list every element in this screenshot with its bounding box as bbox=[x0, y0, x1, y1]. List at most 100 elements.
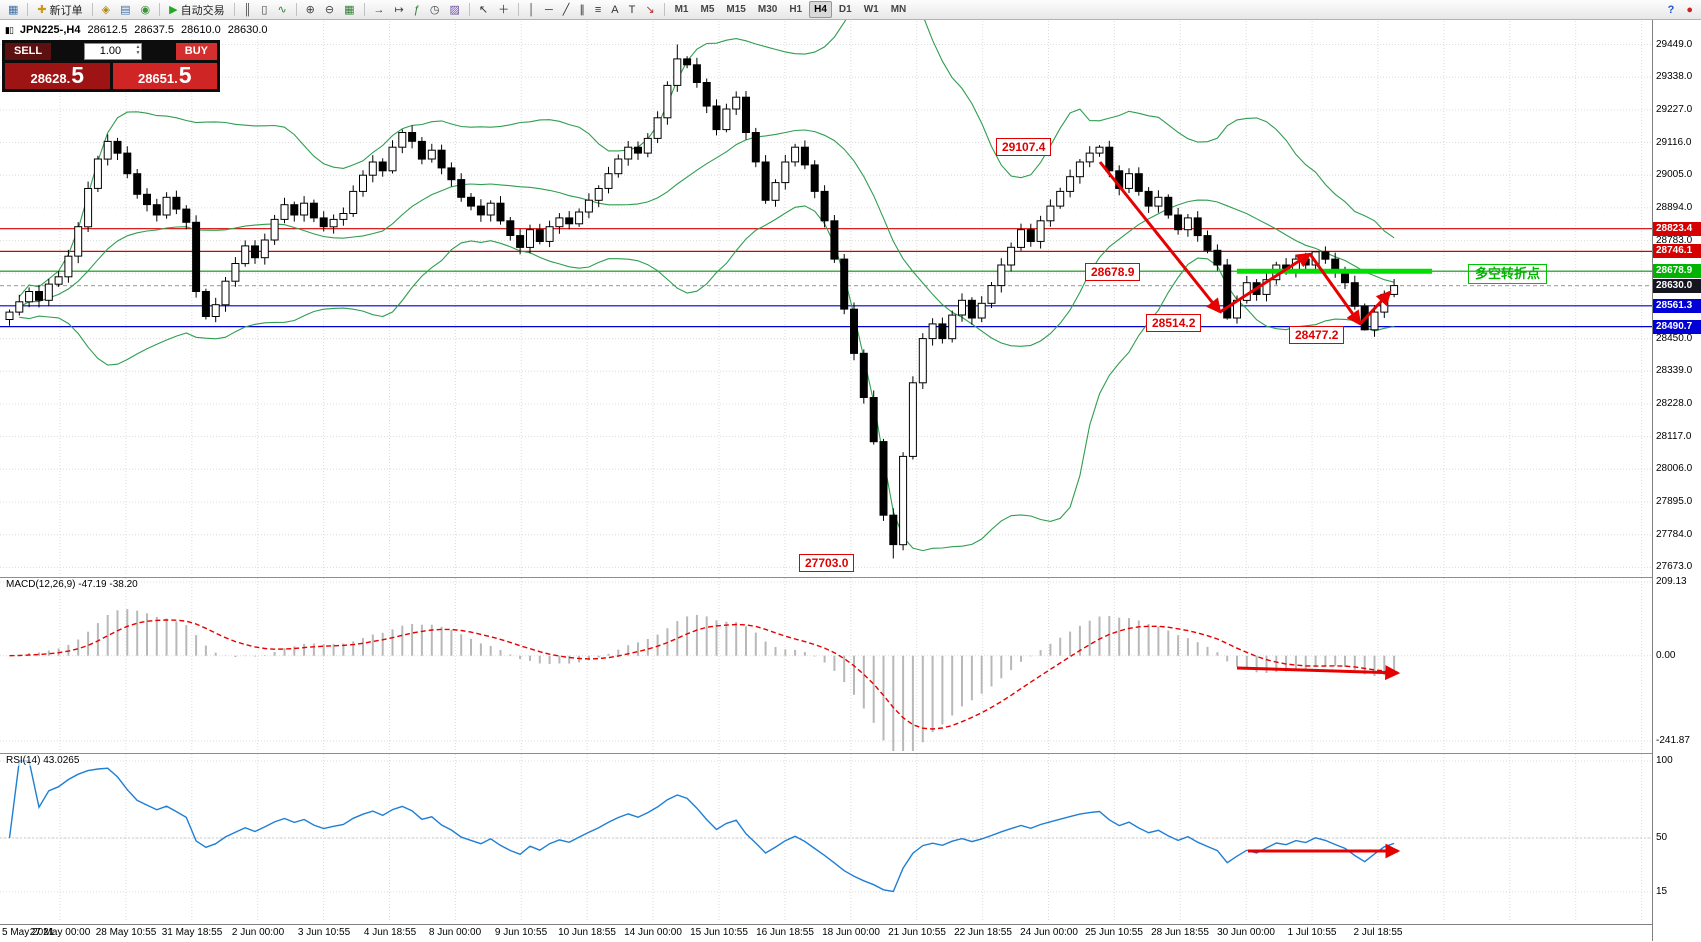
price-badge: 28490.7 bbox=[1653, 320, 1701, 334]
vertical-line-icon[interactable]: │ bbox=[524, 1, 539, 19]
price-badge: 28630.0 bbox=[1653, 279, 1701, 293]
price-tick: 29116.0 bbox=[1656, 137, 1692, 148]
volume-down-icon[interactable]: ▼ bbox=[135, 50, 141, 56]
market-watch-icon[interactable]: ◈ bbox=[98, 1, 114, 19]
price-axis[interactable]: 29449.0 29338.0 29227.0 29116.0 29005.0 28894… bbox=[1652, 20, 1701, 941]
price-callout-high[interactable]: 29107.4 bbox=[996, 138, 1052, 156]
chart-shift-icon: ↦ bbox=[394, 3, 404, 16]
time-axis[interactable]: 5 May 2021 27 May 00:00 28 May 10:55 31 May… bbox=[0, 924, 1701, 942]
time-tick: 4 Jun 18:55 bbox=[363, 927, 417, 938]
zoom-in-icon[interactable]: ⊕ bbox=[302, 1, 319, 19]
price-callout-low1[interactable]: 28514.2 bbox=[1146, 314, 1202, 332]
crosshair-icon[interactable]: ＋ bbox=[494, 1, 513, 19]
timeframe-m15-button[interactable]: M15 bbox=[726, 4, 746, 15]
price-tick: 28894.0 bbox=[1656, 202, 1693, 213]
quote-close: 28630.0 bbox=[227, 24, 268, 36]
zoom-out-icon[interactable]: ⊖ bbox=[321, 1, 338, 19]
sell-button[interactable]: SELL bbox=[5, 43, 52, 60]
price-tick: 28450.0 bbox=[1656, 333, 1693, 344]
auto-scroll-icon[interactable]: → bbox=[370, 1, 389, 19]
indicators-icon: ƒ bbox=[413, 3, 420, 16]
price-badge: 28561.3 bbox=[1653, 299, 1701, 313]
timeframe-d1-button[interactable]: D1 bbox=[838, 4, 852, 15]
price-callout-low3[interactable]: 27703.0 bbox=[799, 554, 855, 572]
price-callout-level[interactable]: 28678.9 bbox=[1085, 263, 1141, 281]
timeframe-h4-button[interactable]: H4 bbox=[809, 1, 832, 18]
timeframe-h1-button[interactable]: H1 bbox=[789, 4, 803, 15]
turning-point-label[interactable]: 多空转折点 bbox=[1468, 264, 1548, 284]
price-tick: 27895.0 bbox=[1656, 496, 1693, 507]
time-tick: 9 Jun 10:55 bbox=[494, 927, 548, 938]
volume-stepper[interactable]: ▲ ▼ bbox=[135, 44, 140, 56]
buy-price: 28651. bbox=[137, 71, 178, 86]
auto-scroll-icon: → bbox=[373, 3, 385, 16]
time-tick: 30 Jun 00:00 bbox=[1217, 927, 1275, 938]
tile-windows-icon[interactable]: ▦ bbox=[340, 1, 358, 19]
channel-icon[interactable]: ∥ bbox=[575, 1, 589, 19]
time-tick: 2 Jul 18:55 bbox=[1353, 927, 1403, 938]
timeframe-m5-button[interactable]: M5 bbox=[700, 4, 715, 15]
line-chart-icon: ∿ bbox=[277, 3, 287, 16]
macd-indicator-label: MACD(12,26,9) -47.19 -38.20 bbox=[4, 579, 140, 590]
new-chart-icon[interactable]: ▦ bbox=[4, 1, 22, 19]
autotrading-button[interactable]: ▶ 自动交易 bbox=[165, 1, 228, 19]
time-tick: 28 Jun 18:55 bbox=[1151, 927, 1209, 938]
fibonacci-icon: ≡ bbox=[594, 3, 602, 16]
timeframe-m1-button[interactable]: M1 bbox=[674, 4, 689, 15]
indicators-icon[interactable]: ƒ bbox=[410, 1, 424, 19]
timeframe-m30-button[interactable]: M30 bbox=[757, 4, 778, 15]
time-tick: 27 May 00:00 bbox=[29, 927, 91, 938]
toolbar: ▦ ✚ 新订单 ◈ ▤ ◉ ▶ 自动交易 ║ ▯ ∿ ⊕ ⊖ ▦ → ↦ ƒ ◷ ▨ ↖ ＋ │ ─ ╱ ∥ ≡ A T ↘ M1 M5 M1… bbox=[0, 0, 1701, 20]
new-order-button[interactable]: ✚ 新订单 bbox=[33, 1, 86, 19]
trendline-icon: ╱ bbox=[562, 3, 570, 16]
navigator-icon[interactable]: ◉ bbox=[137, 1, 155, 19]
chart-symbol-icon: ▮▯ bbox=[5, 24, 14, 35]
time-tick: 10 Jun 18:55 bbox=[558, 927, 616, 938]
zoom-in-icon: ⊕ bbox=[305, 3, 315, 16]
label-icon[interactable]: T bbox=[625, 1, 640, 19]
one-click-trading-panel: SELL 1.00 ▲ ▼ BUY 28628. 5 28651. 5 bbox=[2, 40, 220, 92]
chart-shift-icon[interactable]: ↦ bbox=[391, 1, 408, 19]
market-watch-icon: ◈ bbox=[101, 3, 111, 16]
help-icon: ? bbox=[1667, 3, 1675, 16]
tile-windows-icon: ▦ bbox=[344, 3, 355, 16]
arrows-icon[interactable]: ↘ bbox=[641, 1, 658, 19]
community-icon[interactable]: ● bbox=[1682, 1, 1697, 19]
time-tick: 22 Jun 18:55 bbox=[954, 927, 1012, 938]
trendline-icon[interactable]: ╱ bbox=[559, 1, 574, 19]
price-tick: 28228.0 bbox=[1656, 398, 1693, 409]
sell-price-button[interactable]: 28628. 5 bbox=[5, 63, 110, 89]
fibonacci-icon[interactable]: ≡ bbox=[591, 1, 605, 19]
candlestick-chart-icon[interactable]: ▯ bbox=[257, 1, 271, 19]
buy-price-button[interactable]: 28651. 5 bbox=[112, 63, 217, 89]
price-tick: 28783.0 bbox=[1656, 235, 1693, 246]
price-badge: 28746.1 bbox=[1653, 244, 1701, 258]
label-icon: T bbox=[628, 3, 636, 16]
data-window-icon[interactable]: ▤ bbox=[116, 1, 134, 19]
macd-panel-separator[interactable] bbox=[0, 577, 1701, 578]
help-icon[interactable]: ? bbox=[1664, 1, 1679, 19]
cursor-icon[interactable]: ↖ bbox=[475, 1, 492, 19]
periods-icon[interactable]: ◷ bbox=[426, 1, 444, 19]
volume-input[interactable]: 1.00 ▲ ▼ bbox=[84, 43, 143, 60]
price-callout-low2[interactable]: 28477.2 bbox=[1289, 326, 1345, 344]
autotrading-button-label: 自动交易 bbox=[180, 4, 225, 17]
templates-icon[interactable]: ▨ bbox=[445, 1, 463, 19]
rsi-panel-separator[interactable] bbox=[0, 753, 1701, 754]
volume-up-icon[interactable]: ▲ bbox=[135, 44, 141, 50]
zoom-out-icon: ⊖ bbox=[324, 3, 335, 16]
time-tick: 21 Jun 10:55 bbox=[888, 927, 946, 938]
horizontal-line-icon[interactable]: ─ bbox=[541, 1, 557, 19]
timeframe-mn-button[interactable]: MN bbox=[890, 4, 907, 15]
new-order-icon: ✚ bbox=[37, 3, 47, 16]
bar-chart-icon: ║ bbox=[243, 3, 252, 16]
timeframe-w1-button[interactable]: W1 bbox=[863, 4, 879, 15]
bar-chart-icon[interactable]: ║ bbox=[240, 1, 256, 19]
buy-button[interactable]: BUY bbox=[175, 43, 217, 60]
arrows-icon: ↘ bbox=[645, 3, 655, 16]
new-chart-icon: ▦ bbox=[8, 3, 19, 16]
text-icon[interactable]: A bbox=[607, 1, 622, 19]
line-chart-icon[interactable]: ∿ bbox=[273, 1, 290, 19]
toolbar-separator bbox=[518, 3, 520, 16]
